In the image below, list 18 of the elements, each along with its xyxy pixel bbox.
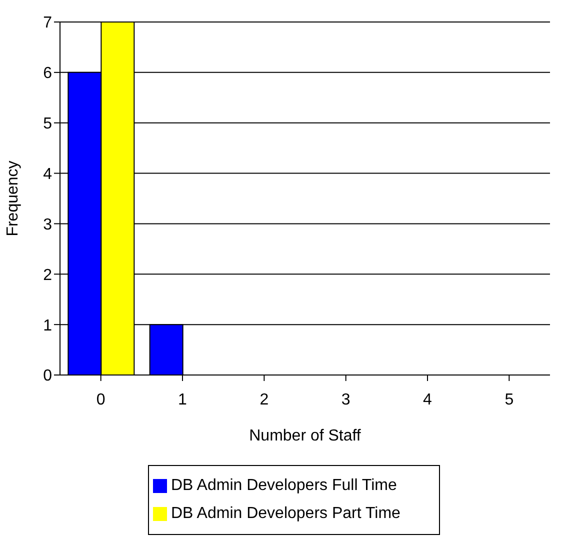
x-tick-label: 0 bbox=[96, 391, 106, 408]
legend-label: DB Admin Developers Full Time bbox=[171, 477, 397, 494]
y-axis-title: Frequency bbox=[4, 160, 22, 236]
y-tick-label: 3 bbox=[43, 216, 52, 234]
y-tick-label: 7 bbox=[43, 14, 52, 32]
y-tick-label: 4 bbox=[43, 166, 52, 183]
y-tick-label: 5 bbox=[43, 116, 52, 133]
x-tick-label: 1 bbox=[178, 391, 188, 408]
x-tick-label: 4 bbox=[423, 391, 432, 408]
y-tick-label: 6 bbox=[43, 65, 52, 82]
x-axis-title: Number of Staff bbox=[249, 427, 362, 444]
x-tick-label: 3 bbox=[341, 391, 350, 408]
y-tick-label: 1 bbox=[43, 317, 52, 334]
legend-label: DB Admin Developers Part Time bbox=[171, 505, 400, 522]
x-tick-label: 5 bbox=[504, 391, 514, 408]
x-tick-label: 2 bbox=[260, 391, 269, 408]
y-tick-label: 2 bbox=[43, 266, 52, 284]
y-tick-label: 0 bbox=[43, 368, 52, 385]
